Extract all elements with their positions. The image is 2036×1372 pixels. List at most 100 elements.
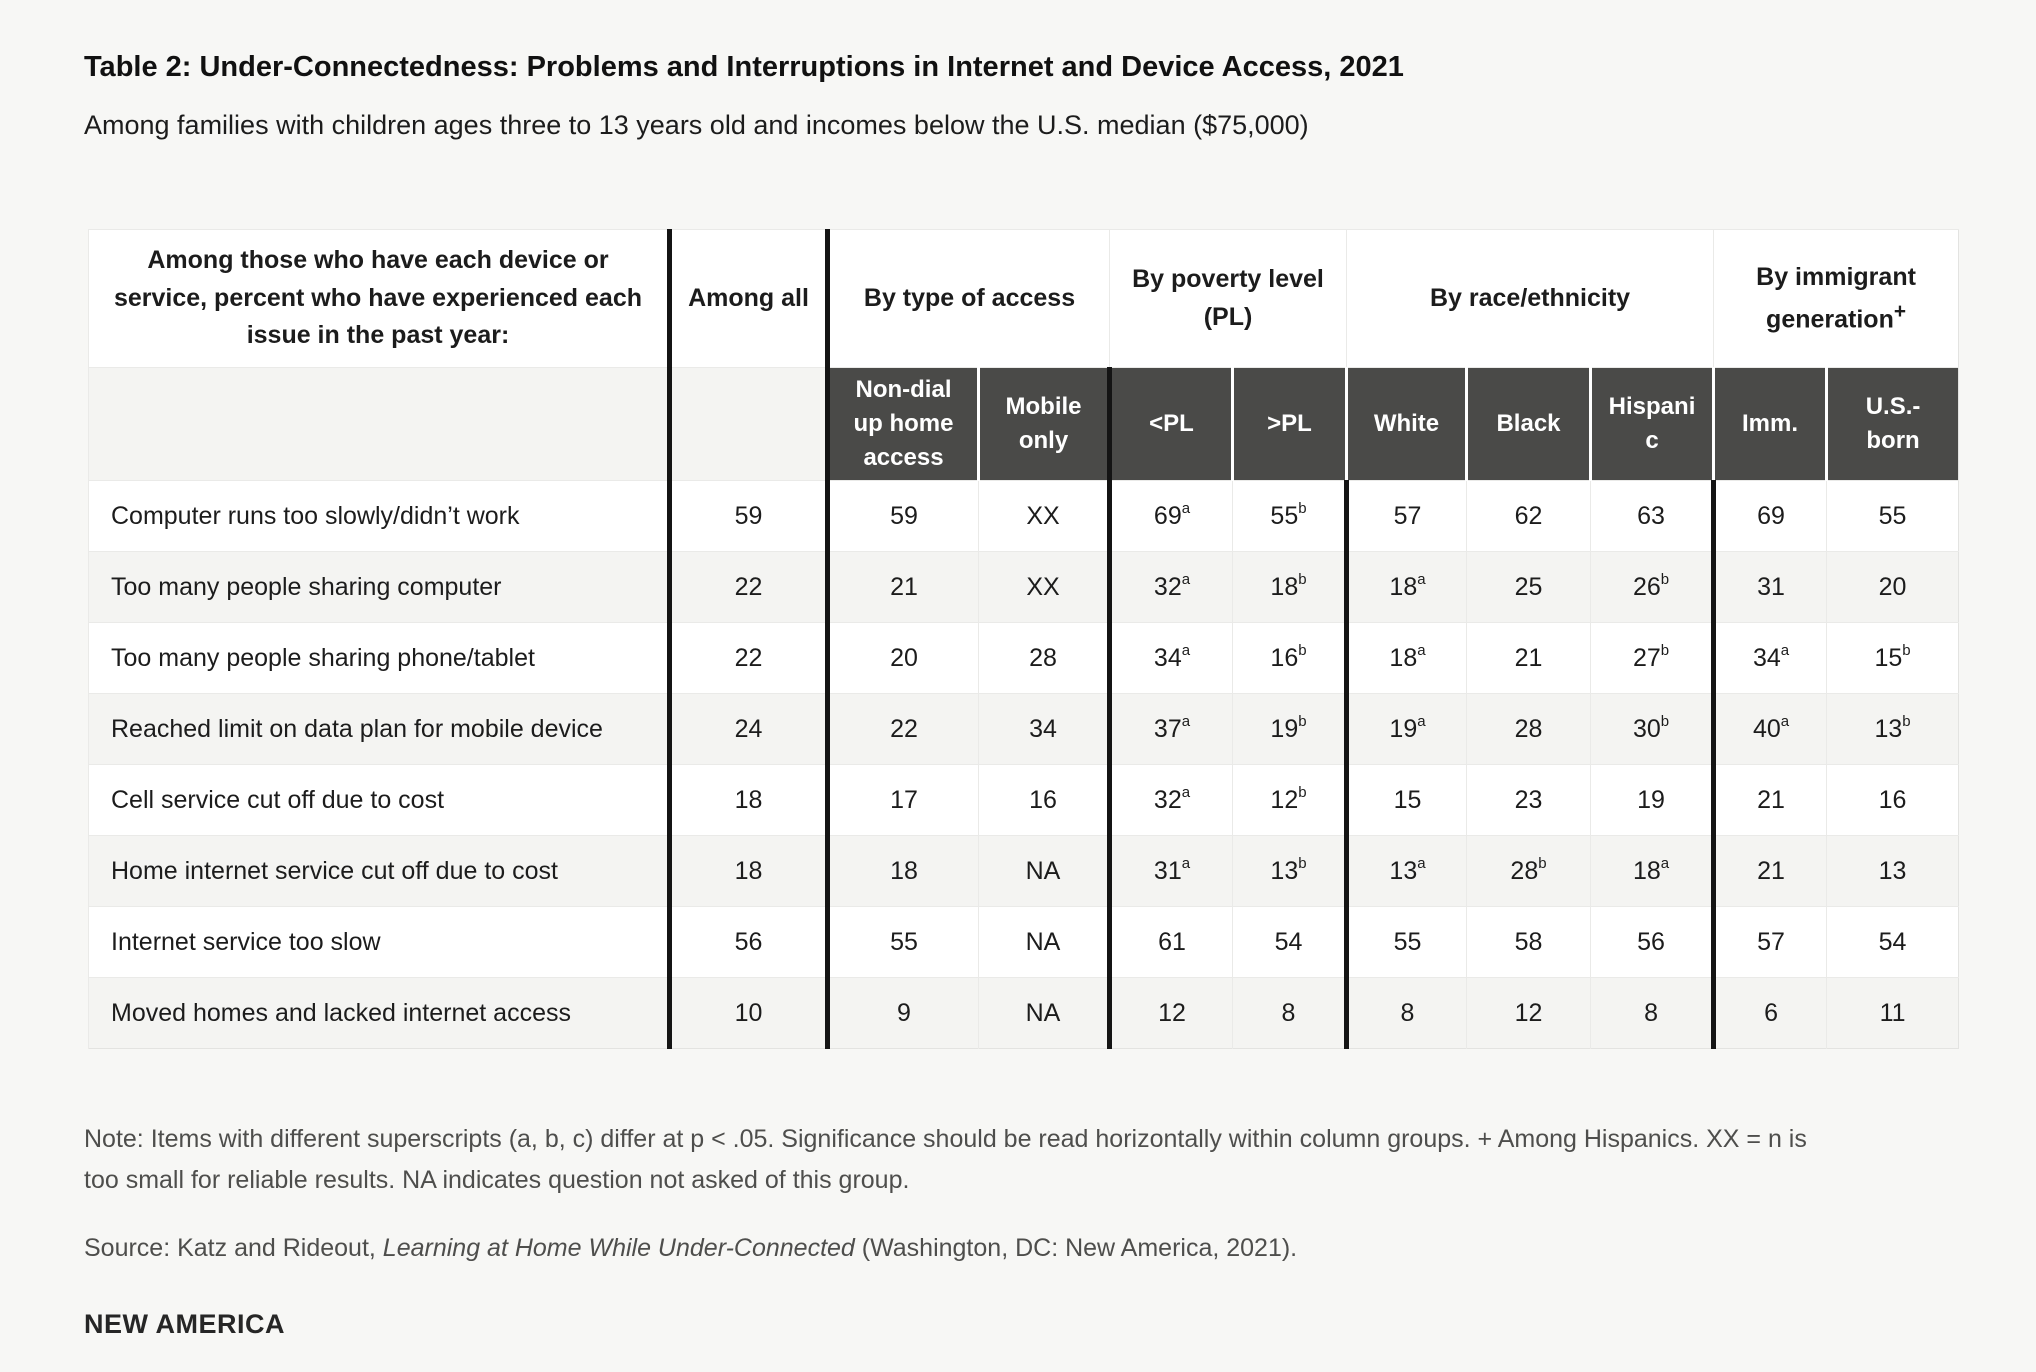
data-cell: 22	[667, 551, 828, 623]
significance-superscript: b	[1298, 500, 1307, 518]
significance-superscript: b	[1902, 713, 1911, 731]
significance-superscript: a	[1780, 642, 1790, 660]
data-cell: 34	[978, 693, 1110, 765]
data-cell: 20	[1826, 551, 1959, 623]
data-cell: 55	[1826, 480, 1959, 552]
data-cell: 15b	[1826, 622, 1959, 694]
data-cell: 9	[825, 977, 979, 1049]
significance-superscript: b	[1660, 571, 1670, 589]
data-cell: 8	[1589, 977, 1714, 1049]
significance-superscript: b	[1298, 784, 1307, 802]
data-cell: 22	[667, 622, 828, 694]
significance-superscript: b	[1660, 713, 1670, 731]
significance-superscript: a	[1417, 855, 1426, 873]
data-cell: 56	[1589, 906, 1714, 978]
data-cell: XX	[978, 551, 1110, 623]
data-cell: 54	[1826, 906, 1959, 978]
group-header-immigrant-generation: By immigrant generation+	[1713, 229, 1959, 368]
significance-superscript: a	[1181, 571, 1191, 589]
table-row: Moved homes and lacked internet access 10…	[88, 977, 1959, 1049]
significance-superscript: b	[1538, 855, 1547, 873]
data-cell: 21	[1466, 622, 1591, 694]
sub-header-hispanic: Hispanic	[1588, 367, 1714, 481]
data-cell: 18	[667, 764, 828, 836]
row-label: Home internet service cut off due to cos…	[88, 835, 670, 907]
data-cell: NA	[978, 906, 1110, 978]
sub-header-pl: >PL	[1231, 367, 1347, 481]
table-row: Home internet service cut off due to cos…	[88, 835, 1959, 907]
significance-superscript: a	[1417, 713, 1426, 731]
new-america-logo: NEW AMERICA	[84, 1309, 285, 1340]
group-header-type-of-access: By type of access	[825, 229, 1110, 368]
data-cell: 25	[1466, 551, 1591, 623]
col-header-among-all: Among all	[667, 229, 828, 368]
data-cell: 62	[1466, 480, 1591, 552]
data-cell: 19a	[1344, 693, 1467, 765]
significance-superscript: a	[1181, 713, 1191, 731]
row-label: Too many people sharing computer	[88, 551, 670, 623]
data-cell: 22	[825, 693, 979, 765]
group-header-poverty-level: By poverty level (PL)	[1109, 229, 1347, 368]
significance-superscript: a	[1780, 713, 1790, 731]
sub-header-non-dial-up-home-access: Non-dial up home access	[825, 367, 979, 481]
sub-header-white: White	[1345, 367, 1467, 481]
significance-superscript: b	[1660, 642, 1670, 660]
data-cell: 28	[978, 622, 1110, 694]
data-cell: 32a	[1107, 764, 1233, 836]
corner-header: Among those who have each device or serv…	[88, 229, 670, 368]
source-suffix: (Washington, DC: New America, 2021).	[854, 1234, 1298, 1263]
table-row: Reached limit on data plan for mobile de…	[88, 693, 1959, 765]
table-source: Source: Katz and Rideout, Learning at Ho…	[84, 1234, 1952, 1263]
significance-superscript: a	[1181, 500, 1191, 518]
data-cell: 56	[667, 906, 828, 978]
significance-superscript: a	[1660, 855, 1670, 873]
under-connectedness-table: Among those who have each device or serv…	[88, 229, 1960, 1050]
data-cell: 18b	[1232, 551, 1347, 623]
data-cell: 18a	[1344, 622, 1467, 694]
blank-cell	[88, 367, 670, 481]
row-label: Too many people sharing phone/tablet	[88, 622, 670, 694]
data-cell: 16	[1826, 764, 1959, 836]
data-cell: 21	[1711, 764, 1827, 836]
data-cell: 57	[1344, 480, 1467, 552]
row-label: Internet service too slow	[88, 906, 670, 978]
table-note: Note: Items with different superscripts …	[84, 1125, 1807, 1194]
data-cell: 59	[667, 480, 828, 552]
data-cell: XX	[978, 480, 1110, 552]
sub-header-u-s-born: U.S.-born	[1825, 367, 1959, 481]
data-cell: 19	[1589, 764, 1714, 836]
data-cell: 18	[825, 835, 979, 907]
significance-superscript: a	[1417, 642, 1426, 660]
group-header-immigrant-label: By immigrant generation	[1756, 262, 1916, 334]
data-cell: 13b	[1232, 835, 1347, 907]
data-cell: 54	[1232, 906, 1347, 978]
data-cell: 16b	[1232, 622, 1347, 694]
data-cell: 20	[825, 622, 979, 694]
data-cell: 30b	[1589, 693, 1714, 765]
data-cell: 63	[1589, 480, 1714, 552]
data-cell: 8	[1344, 977, 1467, 1049]
significance-superscript: b	[1298, 855, 1307, 873]
sub-header-imm: Imm.	[1712, 367, 1827, 481]
significance-superscript: a	[1181, 855, 1191, 873]
data-cell: 34a	[1711, 622, 1827, 694]
plus-superscript: +	[1893, 300, 1907, 324]
data-cell: 17	[825, 764, 979, 836]
group-header-race-ethnicity: By race/ethnicity	[1345, 229, 1714, 368]
data-cell: 18a	[1344, 551, 1467, 623]
data-cell: 26b	[1589, 551, 1714, 623]
data-cell: 21	[825, 551, 979, 623]
table-row: Too many people sharing computer 22 21 XX 32…	[88, 551, 1959, 623]
data-cell: 55	[1344, 906, 1467, 978]
data-cell: 23	[1466, 764, 1591, 836]
data-cell: 24	[667, 693, 828, 765]
data-cell: 31	[1711, 551, 1827, 623]
data-cell: 27b	[1589, 622, 1714, 694]
table-row: Cell service cut off due to cost 18 17 16 32…	[88, 764, 1959, 836]
row-label: Computer runs too slowly/didn’t work	[88, 480, 670, 552]
data-cell: 58	[1466, 906, 1591, 978]
data-cell: 31a	[1107, 835, 1233, 907]
sub-header-row: Non-dial up home access Mobile only <PL >PL…	[88, 367, 1959, 481]
row-label: Reached limit on data plan for mobile de…	[88, 693, 670, 765]
data-cell: NA	[978, 977, 1110, 1049]
